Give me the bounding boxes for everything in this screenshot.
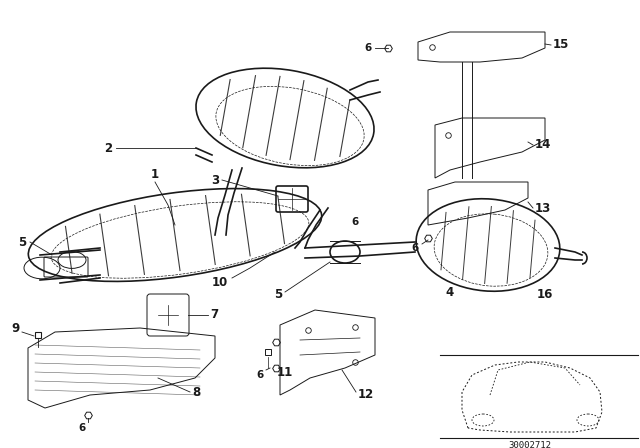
Text: 6: 6 [78, 423, 86, 433]
Text: 15: 15 [553, 39, 570, 52]
Text: 14: 14 [535, 138, 552, 151]
Text: 5: 5 [274, 289, 282, 302]
Text: 4: 4 [446, 285, 454, 298]
Text: 10: 10 [212, 276, 228, 289]
Text: 9: 9 [11, 322, 19, 335]
Text: 2: 2 [104, 142, 112, 155]
Text: 11: 11 [277, 366, 293, 379]
Text: 5: 5 [18, 236, 26, 249]
Text: 6: 6 [257, 370, 264, 380]
Text: 16: 16 [537, 289, 553, 302]
Text: 30002712: 30002712 [509, 440, 552, 448]
Text: 6: 6 [351, 217, 358, 227]
Text: 6: 6 [365, 43, 372, 53]
Text: 1: 1 [151, 168, 159, 181]
Text: 7: 7 [210, 309, 218, 322]
Text: 3: 3 [211, 173, 219, 186]
Text: 8: 8 [192, 385, 200, 399]
Text: 6: 6 [412, 243, 419, 253]
Text: 12: 12 [358, 388, 374, 401]
Text: 13: 13 [535, 202, 551, 215]
